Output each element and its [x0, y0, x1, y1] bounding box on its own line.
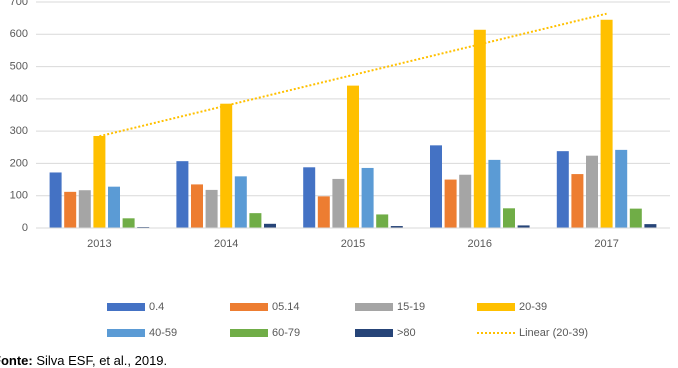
bar	[459, 174, 472, 228]
bar	[444, 179, 457, 228]
x-tick-label: 2015	[341, 238, 365, 250]
legend-label: 20-39	[519, 301, 547, 313]
bar	[517, 225, 530, 228]
bar	[571, 174, 584, 228]
bar	[176, 161, 189, 228]
y-tick-label: 400	[10, 93, 28, 105]
y-tick-label: 300	[10, 125, 28, 137]
bar	[49, 172, 62, 228]
bar	[361, 167, 374, 228]
bar	[317, 196, 330, 228]
legend-label: 15-19	[397, 301, 425, 313]
x-tick-label: 2016	[468, 238, 492, 250]
bar	[376, 214, 389, 228]
bar	[93, 135, 106, 228]
source-text: Silva ESF, et al., 2019.	[36, 353, 168, 368]
legend-label: 40-59	[149, 327, 177, 339]
legend-swatch	[230, 329, 268, 337]
trendline	[99, 12, 607, 138]
bar	[249, 213, 262, 228]
bar	[473, 29, 486, 228]
bar	[488, 159, 501, 228]
legend-swatch	[107, 329, 145, 337]
bar	[556, 151, 569, 228]
source-label: Fonte:	[0, 353, 33, 368]
legend-swatch	[477, 303, 515, 311]
y-tick-label: 500	[10, 60, 28, 72]
bar	[108, 186, 120, 228]
bar	[600, 19, 613, 229]
x-tick-label: 2014	[214, 238, 238, 250]
bar	[615, 149, 628, 228]
y-tick-label: 0	[22, 222, 28, 234]
bar	[586, 155, 598, 228]
legend-label: 60-79	[272, 327, 300, 339]
bar	[644, 224, 657, 228]
bar	[220, 103, 233, 228]
y-tick-label: 700	[10, 0, 28, 8]
y-tick-label: 100	[10, 190, 28, 202]
bar	[64, 191, 77, 228]
bar	[629, 208, 642, 228]
chart: 0 100 200 300 400 500 600 700 2013 2014 2015 2016 20…	[10, 0, 670, 339]
bar	[332, 178, 345, 228]
x-tick-label: 2013	[87, 238, 111, 250]
legend-swatch	[230, 303, 268, 311]
bar	[503, 208, 515, 228]
legend-swatch	[355, 303, 393, 311]
bar	[347, 85, 359, 229]
legend-swatch	[107, 303, 145, 311]
legend-label: 0.4	[149, 301, 164, 313]
bar	[191, 184, 203, 228]
legend-swatch	[355, 329, 393, 337]
bar	[205, 189, 218, 228]
legend-label: 05.14	[272, 301, 300, 313]
x-tick-label: 2017	[594, 238, 618, 250]
y-tick-label: 600	[10, 28, 28, 40]
bar	[430, 145, 442, 228]
bar	[78, 190, 91, 228]
y-tick-label: 200	[10, 157, 28, 169]
source-note: Fonte: Silva ESF, et al., 2019.	[0, 353, 167, 368]
bar	[122, 218, 135, 228]
legend-label: Linear (20-39)	[519, 327, 588, 339]
legend-label: >80	[397, 327, 416, 339]
bar	[264, 223, 276, 228]
bar	[390, 226, 403, 228]
bar	[234, 176, 247, 228]
bar	[303, 167, 316, 228]
